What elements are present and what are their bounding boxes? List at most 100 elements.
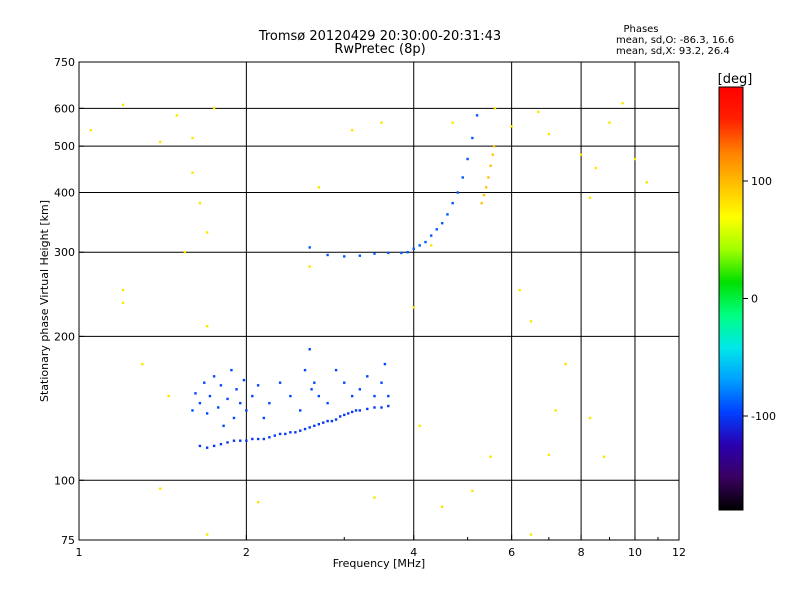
data-point	[471, 489, 474, 493]
data-point	[489, 164, 492, 167]
data-point	[487, 176, 490, 179]
data-point	[564, 362, 567, 366]
data-point	[510, 125, 513, 128]
colorbar-gradient	[718, 86, 744, 511]
data-point	[308, 426, 311, 429]
data-point	[121, 288, 125, 292]
data-point	[251, 394, 254, 398]
phases-line-x: mean, sd,X: 93.2, 26.4	[616, 46, 730, 57]
plot-frame	[78, 61, 680, 541]
data-point	[343, 255, 346, 258]
data-point	[289, 431, 292, 434]
data-point	[518, 288, 521, 292]
data-point	[239, 439, 242, 442]
data-point	[350, 410, 354, 414]
y-tick-label: 200	[54, 330, 75, 343]
data-point	[226, 397, 229, 401]
colorbar-tick-label: 0	[751, 293, 758, 306]
data-point	[579, 153, 583, 156]
phases-line-o: mean, sd,O: -86.3, 16.6	[616, 35, 734, 46]
data-point	[380, 381, 383, 384]
data-point	[294, 431, 297, 434]
data-point	[198, 201, 202, 205]
data-point	[303, 427, 307, 431]
colorbar-tick-label: 100	[751, 175, 772, 188]
data-point	[387, 251, 390, 255]
data-point	[191, 171, 194, 174]
data-point	[232, 416, 236, 420]
x-tick-label: 1	[76, 546, 83, 559]
data-point	[256, 500, 260, 504]
data-point	[268, 436, 271, 439]
data-point	[334, 368, 338, 372]
data-point	[330, 419, 334, 423]
data-point	[159, 140, 162, 144]
data-point	[475, 114, 479, 117]
data-point	[373, 252, 376, 255]
chart-title: Tromsø 20120429 20:30:00-20:31:43	[258, 29, 501, 44]
data-point	[217, 406, 220, 409]
data-point	[308, 348, 311, 351]
data-point	[313, 381, 316, 384]
chart-subtitle: RwPretec (8p)	[334, 42, 425, 57]
data-point	[347, 412, 350, 415]
x-axis-label: Frequency [MHz]	[333, 557, 425, 570]
data-points	[89, 101, 648, 536]
data-point	[406, 251, 409, 254]
data-point	[278, 381, 282, 384]
data-point	[366, 407, 369, 411]
data-point	[205, 533, 209, 536]
data-point	[230, 368, 233, 372]
y-tick-label: 750	[54, 56, 75, 69]
data-point	[205, 325, 209, 328]
data-point	[451, 201, 454, 205]
data-point	[278, 432, 282, 436]
data-point	[358, 254, 362, 257]
data-point	[251, 437, 254, 441]
data-point	[284, 432, 287, 436]
data-point	[313, 424, 316, 428]
data-point	[235, 388, 238, 391]
data-point	[440, 505, 444, 509]
data-point	[256, 384, 260, 387]
data-point	[373, 496, 376, 499]
data-point	[492, 144, 496, 148]
data-point	[412, 247, 415, 250]
data-point	[451, 121, 454, 124]
y-tick-label: 100	[54, 474, 75, 487]
data-point	[547, 132, 551, 136]
data-point	[343, 381, 346, 384]
data-point	[308, 265, 311, 268]
data-point	[594, 166, 597, 170]
data-point	[245, 409, 248, 412]
data-point	[484, 186, 488, 189]
data-point	[400, 251, 403, 255]
data-point	[212, 107, 216, 110]
phases-title: Phases	[623, 24, 658, 35]
data-point	[621, 101, 624, 105]
data-point	[602, 455, 606, 458]
data-point	[212, 375, 216, 378]
data-point	[350, 128, 354, 132]
data-point	[299, 429, 302, 432]
x-tick-label: 4	[410, 546, 417, 559]
data-point	[482, 193, 486, 197]
data-point	[191, 136, 194, 140]
colorbar-label: [deg]	[718, 72, 753, 87]
data-point	[424, 240, 427, 244]
data-point	[203, 381, 206, 384]
data-point	[529, 533, 533, 536]
data-point	[633, 157, 637, 161]
data-point	[226, 441, 229, 444]
data-point	[222, 424, 225, 428]
data-point	[334, 418, 338, 421]
data-point	[208, 394, 212, 398]
y-axis-label: Stationary phase Virtual Height [km]	[38, 200, 51, 402]
data-point	[373, 406, 376, 409]
data-point	[308, 246, 311, 249]
data-point	[350, 394, 354, 398]
data-point	[418, 424, 421, 428]
data-point	[167, 394, 170, 398]
data-point	[366, 375, 369, 378]
